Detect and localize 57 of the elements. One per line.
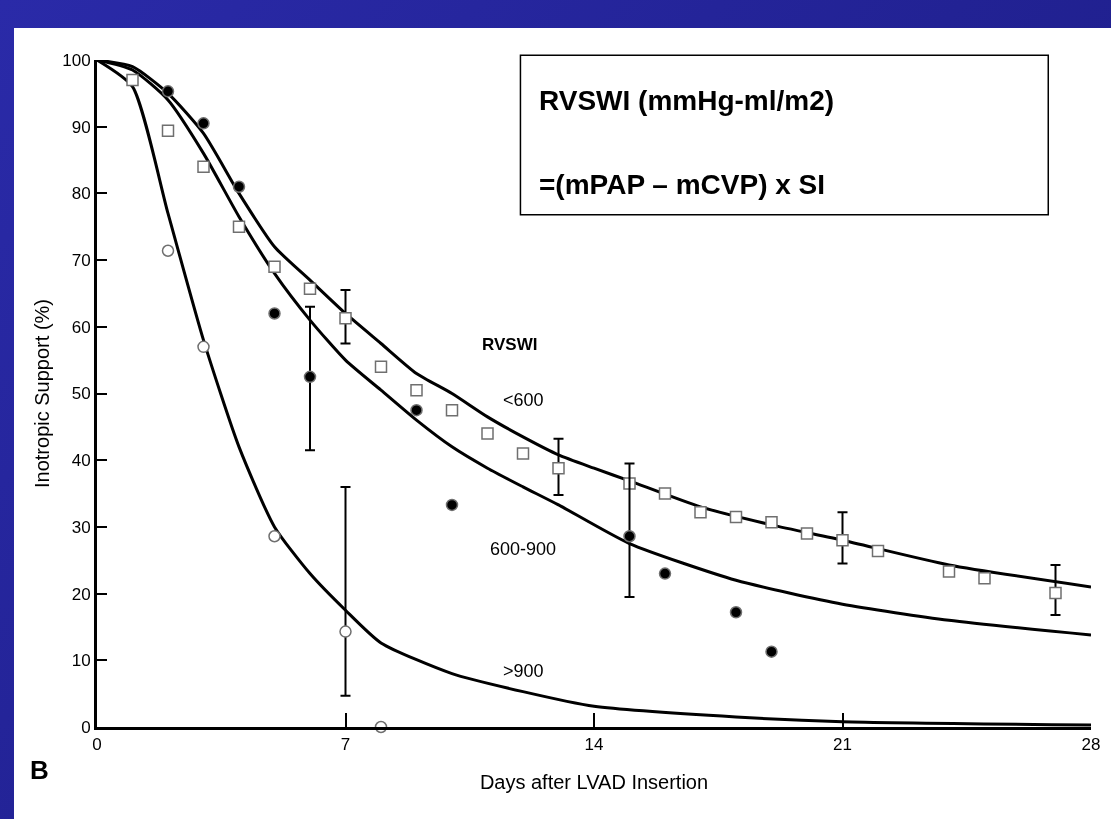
x-axis-title: Days after LVAD Insertion [479, 770, 709, 793]
point [729, 510, 743, 524]
point [765, 645, 778, 658]
point [1049, 586, 1062, 600]
y-tick-label: 80 [71, 184, 91, 204]
point [765, 515, 778, 529]
y-tick-label: 100 [62, 50, 91, 70]
point [729, 606, 743, 619]
point [445, 498, 459, 512]
point [623, 529, 636, 543]
x-tick-label: 7 [340, 735, 351, 755]
point [836, 533, 849, 547]
point [197, 117, 210, 130]
annotation: 600-900 [490, 539, 557, 559]
y-tick-label: 50 [71, 384, 91, 404]
point [268, 307, 281, 320]
x-tick-label: 14 [584, 735, 604, 755]
y-tick-label: 70 [71, 251, 91, 271]
point [942, 565, 956, 578]
point [268, 260, 281, 274]
point [552, 461, 565, 475]
point [232, 220, 246, 233]
y-tick-label: 90 [71, 117, 91, 137]
annotation: <600 [503, 390, 544, 410]
point [303, 370, 317, 384]
y-tick-label: 10 [71, 651, 91, 671]
point [303, 282, 317, 296]
y-tick-label: 30 [71, 517, 91, 537]
point [800, 527, 814, 540]
y-tick-label: 40 [71, 451, 91, 471]
y-tick-label: 20 [71, 584, 91, 604]
annotation: >900 [503, 661, 544, 681]
point [658, 487, 672, 500]
point [197, 160, 210, 173]
point [197, 340, 210, 354]
annotation: RVSWI [482, 335, 538, 354]
point [161, 85, 175, 98]
x-tick-label: 28 [1081, 735, 1101, 755]
point [374, 360, 388, 374]
point [410, 403, 423, 417]
y-axis-title: Inotropic Support (%) [30, 299, 53, 488]
point [232, 180, 246, 193]
text: B [30, 755, 49, 785]
point [339, 311, 352, 325]
y-tick-label: 60 [71, 317, 91, 337]
point [694, 505, 707, 519]
point [658, 567, 672, 580]
point [339, 625, 352, 638]
point [126, 73, 139, 87]
point [161, 124, 175, 137]
point [516, 447, 530, 460]
point [445, 403, 459, 417]
annotation: RVSWI (mmHg-ml/m2) [539, 85, 835, 116]
y-tick-label: 0 [81, 717, 91, 737]
point [871, 544, 885, 558]
annotation: =(mPAP – mCVP) x SI [539, 169, 826, 200]
x-tick-label: 21 [833, 735, 852, 755]
